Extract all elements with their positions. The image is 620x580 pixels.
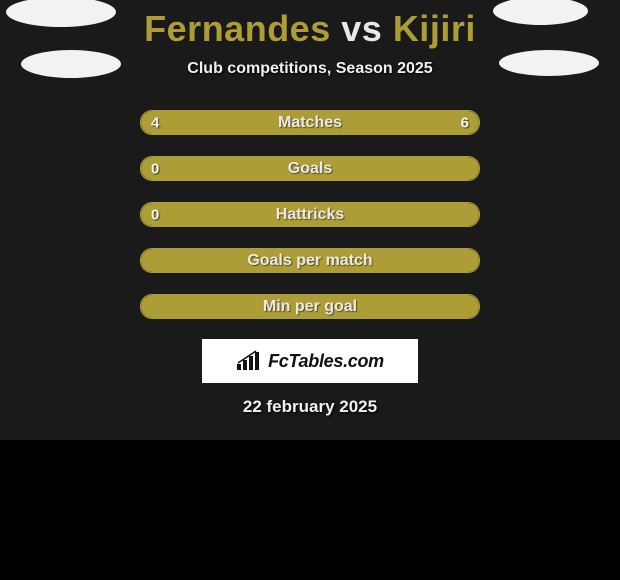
logo-text: FcTables.com xyxy=(268,351,384,372)
vs-label: vs xyxy=(341,8,382,49)
stat-label: Goals xyxy=(288,160,332,178)
logo-box: FcTables.com xyxy=(202,339,418,383)
stat-row-hattricks: 0 Hattricks xyxy=(0,202,620,227)
decorative-bubble xyxy=(21,50,121,78)
comparison-card: Fernandes vs Kijiri Club competitions, S… xyxy=(0,0,620,440)
decorative-bubble xyxy=(6,0,116,27)
stat-label: Hattricks xyxy=(276,206,344,224)
stat-label: Goals per match xyxy=(247,252,372,270)
stat-bar-track: Min per goal xyxy=(140,294,480,319)
stat-bar-left xyxy=(141,111,276,134)
stat-bar-track: 4 Matches 6 xyxy=(140,110,480,135)
stat-value-left: 0 xyxy=(151,160,159,177)
stat-row-mpg: Min per goal xyxy=(0,294,620,319)
decorative-bubble xyxy=(493,0,588,25)
stat-value-right: 6 xyxy=(461,114,469,131)
left-bubble-zone xyxy=(0,0,140,120)
right-bubble-zone xyxy=(480,0,620,120)
stat-label: Min per goal xyxy=(263,298,357,316)
stat-label: Matches xyxy=(278,114,342,132)
stats-container: 4 Matches 6 0 Goals 0 Hattricks xyxy=(0,110,620,319)
empty-area xyxy=(0,440,620,580)
stat-bar-track: 0 Hattricks xyxy=(140,202,480,227)
stat-row-goals: 0 Goals xyxy=(0,156,620,181)
decorative-bubble xyxy=(499,50,599,76)
stat-row-matches: 4 Matches 6 xyxy=(0,110,620,135)
stat-value-left: 4 xyxy=(151,114,159,131)
bars-icon xyxy=(236,350,262,372)
player-2-name: Kijiri xyxy=(393,8,476,49)
stat-row-gpm: Goals per match xyxy=(0,248,620,273)
player-1-name: Fernandes xyxy=(144,8,331,49)
stat-value-left: 0 xyxy=(151,206,159,223)
stat-bar-track: 0 Goals xyxy=(140,156,480,181)
date-label: 22 february 2025 xyxy=(0,397,620,417)
stat-bar-track: Goals per match xyxy=(140,248,480,273)
